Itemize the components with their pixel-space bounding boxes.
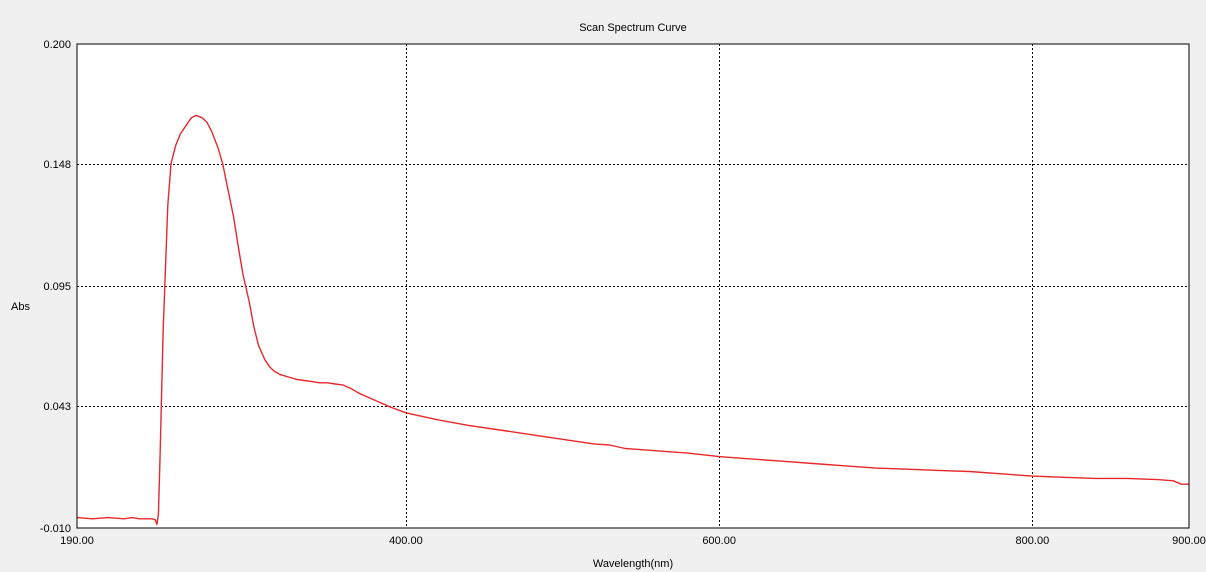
y-tick-label: 0.095 — [43, 281, 71, 293]
x-tick-label: 400.00 — [389, 535, 423, 547]
grid-lines — [77, 44, 1189, 528]
x-tick-label: 800.00 — [1016, 535, 1050, 547]
chart-title: Scan Spectrum Curve — [579, 22, 687, 34]
tick-labels: 190.00 400.00 600.00 800.00 900.00 -0.010 0.04… — [40, 39, 1206, 547]
y-tick-label: 0.200 — [43, 39, 71, 51]
x-axis-title: Wavelength(nm) — [593, 558, 673, 570]
y-tick-label: 0.148 — [43, 159, 71, 171]
y-axis-title: Abs — [11, 301, 30, 313]
plot-border — [76, 43, 1190, 529]
series-layer — [76, 114, 1189, 526]
x-tick-label: 900.00 — [1172, 535, 1206, 547]
y-tick-label: 0.043 — [43, 401, 71, 413]
spectrum-series-line — [76, 114, 1189, 526]
x-tick-label: 190.00 — [60, 535, 94, 547]
y-tick-label: -0.010 — [40, 523, 71, 535]
x-tick-label: 600.00 — [702, 535, 736, 547]
